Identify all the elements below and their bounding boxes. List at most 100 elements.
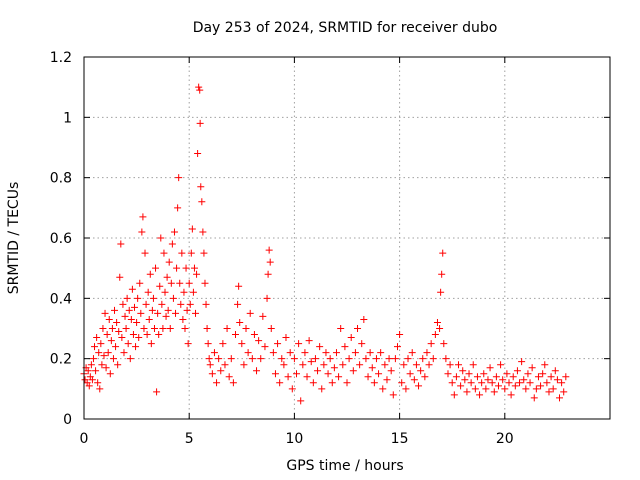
data-point	[501, 385, 509, 393]
data-point	[332, 349, 340, 357]
data-point	[186, 300, 194, 308]
data-point	[165, 258, 173, 266]
data-point	[266, 258, 274, 266]
data-point	[387, 367, 395, 375]
data-point	[139, 213, 147, 221]
data-point	[438, 270, 446, 278]
data-point	[154, 309, 162, 317]
data-point	[95, 349, 103, 357]
data-point	[511, 382, 519, 390]
data-point	[238, 340, 246, 348]
data-point	[219, 340, 227, 348]
data-point	[227, 355, 235, 363]
data-point	[123, 294, 131, 302]
data-point	[140, 325, 148, 332]
data-point	[88, 376, 96, 384]
data-point	[149, 294, 157, 302]
data-point	[293, 370, 301, 378]
data-point	[509, 373, 517, 381]
data-point	[366, 349, 374, 357]
y-axis-ticks: 0 0.2 0.4 0.6 0.8 1 1.2	[50, 50, 610, 428]
data-point	[311, 355, 319, 363]
data-point	[288, 385, 296, 393]
data-point	[101, 309, 109, 317]
data-point	[532, 385, 540, 393]
data-point	[307, 358, 315, 366]
y-tick-label: 0.4	[50, 291, 72, 307]
data-point	[358, 340, 366, 348]
data-point	[370, 379, 378, 387]
data-point	[425, 361, 433, 369]
data-point	[250, 331, 258, 339]
x-tick-label: 10	[285, 431, 303, 447]
data-point	[213, 379, 221, 387]
data-point	[522, 385, 530, 393]
data-point	[396, 331, 404, 339]
data-point	[299, 361, 307, 369]
data-point	[528, 364, 536, 372]
data-point	[175, 174, 183, 182]
data-point	[147, 340, 155, 348]
data-point	[102, 364, 110, 372]
x-tick-label: 5	[185, 431, 194, 447]
data-point	[116, 273, 124, 281]
data-point	[431, 331, 439, 339]
data-point	[324, 370, 332, 378]
y-tick-label: 0.6	[50, 231, 72, 247]
data-point	[115, 328, 123, 336]
data-point	[187, 249, 195, 257]
data-point	[94, 379, 102, 387]
data-point	[167, 279, 175, 287]
data-point	[205, 355, 213, 363]
data-point	[446, 361, 454, 369]
data-point	[135, 334, 143, 342]
data-point	[417, 367, 425, 375]
data-point	[402, 385, 410, 393]
data-point	[419, 355, 427, 363]
data-point	[199, 228, 207, 236]
data-point	[124, 340, 132, 348]
data-point	[127, 315, 135, 323]
data-point	[440, 340, 448, 348]
data-point	[543, 379, 551, 387]
data-point	[105, 315, 113, 323]
data-point	[145, 315, 153, 323]
data-point	[107, 337, 115, 345]
data-point	[486, 364, 494, 372]
data-point	[345, 355, 353, 363]
data-point	[150, 325, 158, 332]
data-point	[488, 379, 496, 387]
data-point	[121, 312, 129, 320]
data-point	[104, 349, 112, 357]
data-point	[85, 382, 93, 390]
data-point	[162, 312, 170, 320]
data-point	[551, 367, 559, 375]
data-point	[303, 373, 311, 381]
data-point	[347, 334, 355, 342]
data-point	[530, 394, 538, 402]
data-point	[143, 331, 151, 339]
data-point	[356, 361, 364, 369]
data-point	[547, 373, 555, 381]
data-point	[385, 355, 393, 363]
data-point	[436, 325, 444, 332]
data-point	[534, 373, 542, 381]
data-point	[113, 318, 121, 326]
data-point	[286, 349, 294, 357]
data-point	[195, 83, 203, 91]
data-point	[437, 288, 445, 296]
data-point	[305, 337, 313, 345]
data-point	[255, 337, 263, 345]
data-point	[337, 325, 345, 332]
data-point	[92, 367, 100, 375]
data-point	[157, 234, 165, 242]
data-point	[410, 376, 418, 384]
data-point	[469, 361, 477, 369]
data-point	[208, 370, 216, 378]
data-point	[505, 379, 513, 387]
data-point	[297, 397, 305, 405]
data-point	[499, 376, 507, 384]
data-point	[225, 373, 233, 381]
data-point	[503, 370, 511, 378]
data-point	[100, 352, 108, 360]
